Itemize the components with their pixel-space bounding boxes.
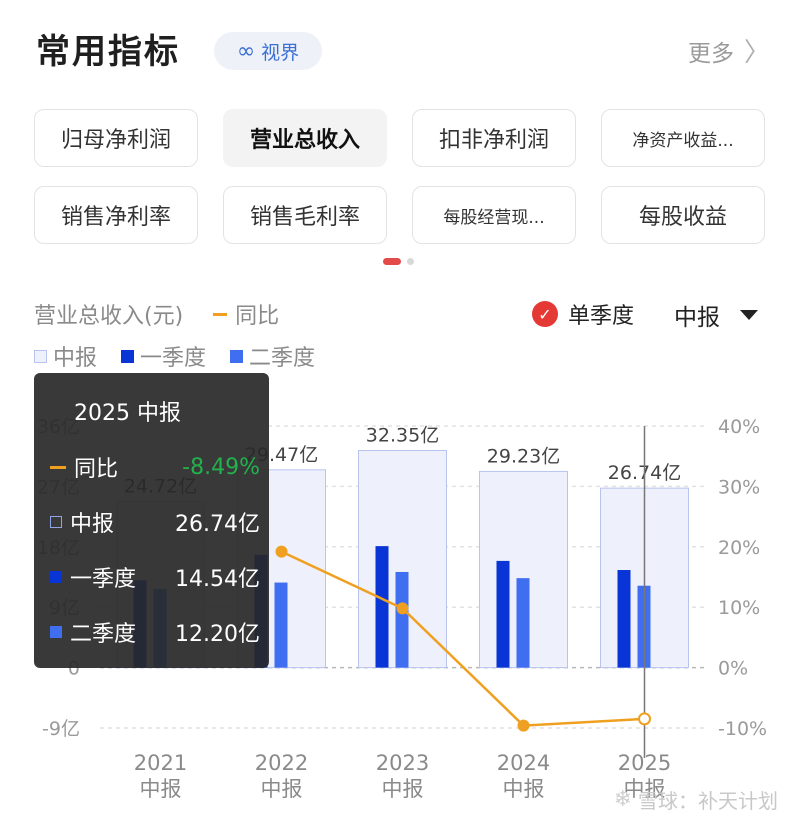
tooltip-q2-label: 二季度 xyxy=(70,622,137,647)
legend-label-q2: 二季度 xyxy=(249,346,316,371)
tooltip-q1-value: 14.54亿 xyxy=(175,567,260,592)
tooltip-yoy-label: 同比 xyxy=(74,457,119,482)
yoy-point xyxy=(638,712,651,726)
x-tick-label-period: 中报 xyxy=(140,777,182,800)
more-label: 更多 xyxy=(687,40,734,67)
bar-q1 xyxy=(496,560,510,668)
y-right-tick-label: 10% xyxy=(718,597,760,619)
page-indicator xyxy=(383,258,414,265)
tooltip-row-half: 中报 26.74亿 xyxy=(50,506,260,538)
yoy-point xyxy=(275,545,288,558)
legend-item-q1[interactable]: 一季度 xyxy=(121,340,206,372)
legend-swatch-q1 xyxy=(121,349,135,363)
tooltip-row-q1: 一季度 14.54亿 xyxy=(50,561,260,593)
yoy-legend-label: 同比 xyxy=(235,304,280,329)
tooltip-row-yoy: 同比 -8.49% xyxy=(50,451,260,483)
legend-item-q2[interactable]: 二季度 xyxy=(230,340,315,372)
legend-swatch-q2 xyxy=(230,349,244,363)
y-right-tick-label: 20% xyxy=(718,537,760,559)
tab-attributable-net-profit[interactable]: 归母净利润 xyxy=(34,109,198,167)
x-tick-label-year: 2021 xyxy=(134,751,187,775)
watermark-text: 雪球：补天计划 xyxy=(638,789,778,813)
y-left-tick-label: -9亿 xyxy=(42,718,80,740)
half-swatch-icon xyxy=(50,516,62,528)
x-tick-label-year: 2024 xyxy=(497,751,550,775)
caret-down-icon xyxy=(740,310,758,320)
tab-total-revenue[interactable]: 营业总收入 xyxy=(223,109,387,167)
tab-roe[interactable]: 净资产收益... xyxy=(601,109,765,167)
chart-legend: 中报 一季度 二季度 xyxy=(34,340,333,372)
bar-value-label: 32.35亿 xyxy=(366,424,439,446)
legend-label-half: 中报 xyxy=(53,346,98,371)
single-quarter-label: 单季度 xyxy=(568,304,635,329)
tooltip-title: 2025 中报 xyxy=(74,401,181,426)
period-label: 中报 xyxy=(674,305,720,331)
single-quarter-toggle[interactable]: ✓ 单季度 xyxy=(532,298,634,330)
page-dot xyxy=(407,258,414,265)
check-icon: ✓ xyxy=(532,301,558,327)
tooltip-q1-label: 一季度 xyxy=(70,567,137,592)
bar-q2 xyxy=(274,582,288,668)
metric-label: 营业总收入(元) xyxy=(34,304,184,329)
yoy-point xyxy=(396,602,409,615)
bar-value-label: 29.23亿 xyxy=(487,445,560,467)
bar-q2 xyxy=(516,578,530,668)
tooltip-half-label: 中报 xyxy=(70,512,115,537)
page-dot-active xyxy=(383,258,401,265)
watermark: ❄ 雪球：补天计划 xyxy=(614,785,778,814)
tab-deducted-net-profit[interactable]: 扣非净利润 xyxy=(412,109,576,167)
y-right-tick-label: 40% xyxy=(718,416,760,438)
tab-net-margin[interactable]: 销售净利率 xyxy=(34,186,198,244)
yoy-line xyxy=(280,550,645,727)
tooltip-q2-value: 12.20亿 xyxy=(175,622,260,647)
yoy-point xyxy=(517,719,530,732)
period-select[interactable]: 中报 xyxy=(674,298,758,332)
chart-tooltip: 2025 中报 同比 -8.49% 中报 26.74亿 一季度 14.54亿 二… xyxy=(34,373,269,668)
bar-q1 xyxy=(375,546,389,668)
tooltip-row-q2: 二季度 12.20亿 xyxy=(50,616,260,648)
q2-swatch-icon xyxy=(50,626,62,638)
y-right-tick-label: 0% xyxy=(718,658,748,680)
x-tick-label-period: 中报 xyxy=(261,777,303,800)
x-tick-label-period: 中报 xyxy=(624,777,666,800)
x-tick-label-year: 2022 xyxy=(255,751,308,775)
tooltip-half-value: 26.74亿 xyxy=(175,512,260,537)
legend-item-half[interactable]: 中报 xyxy=(34,340,97,372)
q1-swatch-icon xyxy=(50,571,62,583)
snowball-icon: ❄ xyxy=(613,787,632,812)
chart-legend-top: 营业总收入(元) 同比 xyxy=(34,298,279,330)
tab-eps[interactable]: 每股收益 xyxy=(601,186,765,244)
bar-q2 xyxy=(395,571,409,668)
tab-operating-cashflow-per-share[interactable]: 每股经营现... xyxy=(412,186,576,244)
bar-q1 xyxy=(617,570,631,668)
y-right-tick-label: 30% xyxy=(718,476,760,498)
x-tick-label-period: 中报 xyxy=(382,777,424,800)
more-link[interactable]: 更多 〉 xyxy=(688,32,770,69)
x-tick-label-period: 中报 xyxy=(503,777,545,800)
metric-tabs: 归母净利润 营业总收入 扣非净利润 净资产收益... 销售净利率 销售毛利率 每… xyxy=(34,109,767,244)
x-tick-label-year: 2023 xyxy=(376,751,429,775)
chevron-right-icon: 〉 xyxy=(743,38,770,68)
infinity-icon: ∞ xyxy=(236,38,256,64)
tab-gross-margin[interactable]: 销售毛利率 xyxy=(223,186,387,244)
y-right-tick-label: -10% xyxy=(718,718,767,740)
yoy-line-icon xyxy=(213,312,228,316)
vision-label: 视界 xyxy=(261,41,300,64)
yoy-line-icon xyxy=(50,465,66,469)
tooltip-yoy-value: -8.49% xyxy=(182,454,260,480)
legend-label-q1: 一季度 xyxy=(140,346,207,371)
vision-button[interactable]: ∞ 视界 xyxy=(214,32,322,70)
page-title: 常用指标 xyxy=(36,32,180,72)
legend-swatch-half xyxy=(34,349,47,363)
